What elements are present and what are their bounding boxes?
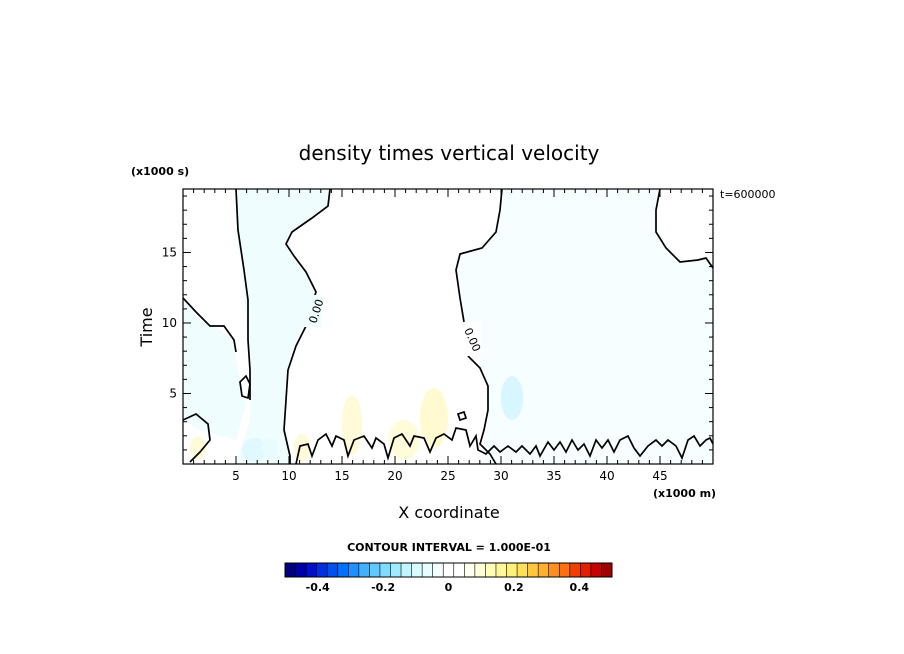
colorbar-cell	[495, 563, 507, 577]
contour-left-edge	[183, 297, 237, 353]
colorbar-cell	[316, 563, 328, 577]
x-tick-label: 25	[440, 469, 455, 483]
contour-right	[655, 189, 713, 269]
colorbar-cell	[569, 563, 581, 577]
chart-title: density times vertical velocity	[299, 141, 600, 165]
colorbar-cell	[559, 563, 571, 577]
x-unit-label: (x1000 m)	[653, 487, 716, 500]
y-tick-label: 5	[169, 386, 177, 400]
colorbar-frame	[284, 562, 613, 578]
colorbar-cell	[506, 563, 518, 577]
colorbar-cell	[548, 563, 560, 577]
colorbar-tick-label: 0.4	[570, 581, 590, 594]
colorbar-tick-label: 0.2	[504, 581, 524, 594]
positive-blob-5	[190, 436, 206, 460]
colorbar-cell	[358, 563, 370, 577]
colorbar-cell	[443, 563, 455, 577]
x-tick-label: 35	[546, 469, 561, 483]
positive-blob-1	[342, 395, 362, 455]
colorbar-cell	[422, 563, 434, 577]
axis-ticks: 5 10 15 20 25 30 35 40 45 5 10 15	[162, 189, 713, 483]
colorbar-cell	[337, 563, 349, 577]
zero-contours	[183, 189, 713, 464]
colorbar-cell	[411, 563, 423, 577]
contour-left-tall	[235, 189, 251, 400]
colorbar-tick-label: 0	[445, 581, 453, 594]
x-tick-label: 15	[334, 469, 349, 483]
colorbar-cell	[580, 563, 592, 577]
field-shading	[183, 189, 713, 464]
colorbar-cell	[285, 563, 296, 577]
colorbar-cell	[432, 563, 444, 577]
contour-label-bg-1	[300, 295, 322, 327]
colorbar-cell	[527, 563, 539, 577]
contour-interval-text: CONTOUR INTERVAL = 1.000E-01	[347, 541, 551, 554]
colorbar-cell	[464, 563, 476, 577]
colorbar-cell	[453, 563, 465, 577]
negative-region-left	[236, 189, 330, 464]
x-tick-label: 45	[652, 469, 667, 483]
colorbar-cell	[369, 563, 381, 577]
colorbar-cell	[601, 563, 613, 577]
contour-small-ring	[239, 374, 251, 400]
colorbar-cell	[295, 563, 307, 577]
x-tick-label: 5	[232, 469, 240, 483]
colorbar-cell	[401, 563, 412, 577]
colorbar-cell	[390, 563, 402, 577]
positive-blob-2	[420, 388, 448, 448]
contour-label-bg-2	[459, 322, 481, 356]
negative-blob	[501, 376, 523, 420]
colorbar-tick-label: -0.4	[306, 581, 330, 594]
colorbar-cell	[474, 563, 486, 577]
y-tick-label: 10	[162, 316, 177, 330]
colorbar-cell	[327, 563, 339, 577]
contour-left-mid	[283, 189, 331, 464]
negative-region-left-lower	[183, 300, 246, 440]
positive-blob-3	[388, 420, 420, 460]
y-tick-label: 15	[162, 245, 177, 259]
y-unit-label: (x1000 s)	[131, 165, 189, 178]
contour-tiny-ring	[456, 410, 468, 422]
x-tick-label: 30	[493, 469, 508, 483]
colorbar-cell	[590, 563, 602, 577]
x-tick-label: 20	[387, 469, 402, 483]
colorbar-cell	[485, 563, 497, 577]
y-axis-label: Time	[137, 307, 156, 347]
colorbar-cell	[306, 563, 318, 577]
x-tick-label: 40	[599, 469, 614, 483]
negative-blob-3	[262, 438, 278, 458]
x-axis-label: X coordinate	[398, 503, 499, 522]
x-tick-label: 10	[281, 469, 296, 483]
negative-region-right	[456, 189, 713, 464]
contour-bottom-left	[183, 413, 211, 463]
colorbar-cell	[517, 563, 529, 577]
colorbar-cell	[379, 563, 391, 577]
positive-blob-4	[294, 434, 310, 462]
time-label: t=600000	[720, 188, 776, 201]
negative-blob-2	[242, 438, 266, 462]
colorbar: -0.4 -0.2 0 0.2 0.4	[284, 562, 613, 594]
colorbar-cell	[348, 563, 360, 577]
contour-surface-wiggle	[295, 427, 713, 464]
colorbar-tick-label: -0.2	[371, 581, 395, 594]
colorbar-cell	[538, 563, 550, 577]
